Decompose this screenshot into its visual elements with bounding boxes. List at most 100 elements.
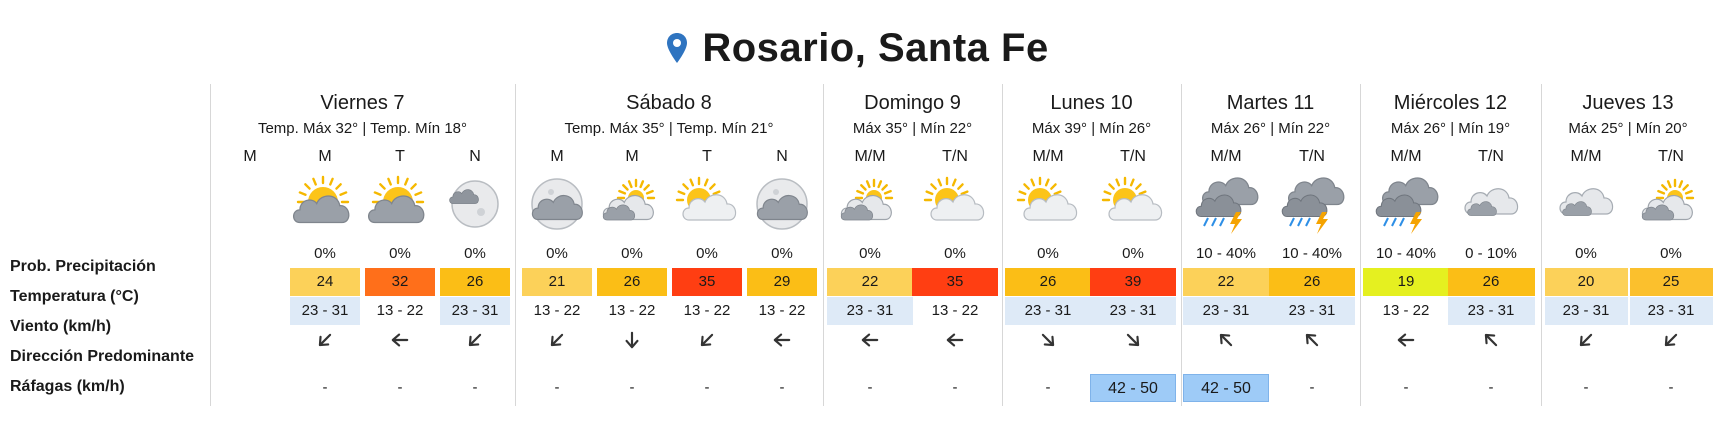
day-temp-range: Máx 26° | Mín 19° [1390, 120, 1511, 137]
period-label: T/N [1299, 148, 1325, 165]
sun-cloud-icon [287, 172, 363, 238]
wind-direction-arrow-icon [594, 326, 670, 354]
day-name: Miércoles 12 [1393, 92, 1508, 114]
moon-cloud-icon [437, 172, 513, 238]
wind-speed-cell: 23 - 31 [1544, 297, 1628, 325]
gust-cell: - [1488, 379, 1494, 396]
storm-icon [1274, 172, 1350, 238]
day-separator [823, 84, 824, 406]
wind-direction-arrow-icon [437, 326, 513, 354]
wind-speed-cell: 23 - 31 [1090, 297, 1176, 325]
period-label: M/M [1210, 148, 1242, 165]
temperature-cell: 26 [597, 268, 667, 296]
gust-cell: - [1403, 379, 1409, 396]
sun-cloud-icon [362, 172, 438, 238]
wind-direction-arrow-icon [1633, 326, 1709, 354]
temperature-cell: 24 [290, 268, 360, 296]
gust-cell: - [472, 379, 478, 396]
gust-cell: 42 - 50 [1183, 374, 1269, 402]
cloud-sun-small-icon [1633, 172, 1709, 238]
location-header: Rosario, Santa Fe [0, 18, 1715, 78]
gust-cell: - [1309, 379, 1315, 396]
precip-probability: 0% [464, 245, 486, 262]
temperature-cell: 29 [747, 268, 817, 296]
day-separator [1541, 84, 1542, 406]
gust-cell: - [322, 379, 328, 396]
wind-direction-arrow-icon [1010, 326, 1086, 354]
day-separator [1181, 84, 1182, 406]
storm-icon [1188, 172, 1264, 238]
wind-speed-cell: 23 - 31 [1005, 297, 1091, 325]
precip-probability: 0% [546, 245, 568, 262]
wind-direction-arrow-icon [832, 326, 908, 354]
period-label: M [550, 148, 564, 165]
gust-cell: - [1583, 379, 1589, 396]
label-wind-direction: Dirección Predominante [10, 348, 195, 365]
wind-speed-cell: 13 - 22 [758, 302, 806, 319]
gust-cell: - [1045, 379, 1051, 396]
precip-probability: 0% [696, 245, 718, 262]
wind-direction-arrow-icon [1274, 326, 1350, 354]
location-pin-icon [667, 33, 688, 63]
wind-speed-cell: 23 - 31 [1269, 297, 1355, 325]
temperature-cell: 26 [1269, 268, 1355, 296]
period-label: T/N [1658, 148, 1684, 165]
precip-probability: 0% [771, 245, 793, 262]
gust-cell: - [704, 379, 710, 396]
period-label: M/M [1390, 148, 1422, 165]
temperature-cell: 39 [1090, 268, 1176, 296]
gust-cell: - [952, 379, 958, 396]
wind-speed-cell: 23 - 31 [1447, 297, 1535, 325]
gust-cell: - [779, 379, 785, 396]
label-temperature: Temperatura (°C) [10, 288, 139, 305]
label-wind: Viento (km/h) [10, 318, 112, 335]
temperature-cell: 22 [1183, 268, 1269, 296]
wind-direction-arrow-icon [1095, 326, 1171, 354]
wind-direction-arrow-icon [519, 326, 595, 354]
day-temp-range: Temp. Máx 35° | Temp. Mín 21° [564, 120, 774, 137]
temperature-cell: 26 [1005, 268, 1091, 296]
cloud-icon [1453, 172, 1529, 238]
temperature-cell: 32 [365, 268, 435, 296]
sun-cloud-light-icon [1095, 172, 1171, 238]
period-label: T [702, 148, 712, 165]
wind-direction-arrow-icon [669, 326, 745, 354]
page-title: Rosario, Santa Fe [702, 25, 1049, 70]
temperature-cell: 26 [440, 268, 510, 296]
wind-speed-cell: 13 - 22 [683, 302, 731, 319]
wind-direction-arrow-icon [744, 326, 820, 354]
precip-probability: 10 - 40% [1195, 245, 1257, 262]
precip-probability: 0% [1122, 245, 1144, 262]
day-temp-range: Máx 39° | Mín 26° [1031, 120, 1152, 137]
gust-cell: - [1668, 379, 1674, 396]
day-name: Jueves 13 [1582, 92, 1674, 114]
precip-probability: 0% [314, 245, 336, 262]
period-label: M [318, 148, 332, 165]
storm-icon [1368, 172, 1444, 238]
temperature-cell: 35 [672, 268, 742, 296]
wind-speed-cell: 13 - 22 [376, 302, 424, 319]
day-name: Sábado 8 [626, 92, 712, 114]
wind-direction-arrow-icon [1548, 326, 1624, 354]
precip-probability: 0% [859, 245, 881, 262]
day-separator [515, 84, 516, 406]
day-name: Domingo 9 [864, 92, 961, 114]
cloud-sun-small-icon [594, 172, 670, 238]
day-temp-range: Máx 35° | Mín 22° [852, 120, 973, 137]
temperature-cell: 26 [1447, 268, 1535, 296]
period-label: M/M [854, 148, 886, 165]
day-temp-range: Temp. Máx 32° | Temp. Mín 18° [257, 120, 468, 137]
temperature-cell: 25 [1629, 268, 1713, 296]
period-label: T/N [1120, 148, 1146, 165]
gust-cell: - [397, 379, 403, 396]
wind-speed-cell: 13 - 22 [533, 302, 581, 319]
day-name: Lunes 10 [1050, 92, 1133, 114]
period-label: N [469, 148, 481, 165]
temperature-cell: 19 [1362, 268, 1450, 296]
moon-cloud-big-icon [744, 172, 820, 238]
wind-speed-cell: 13 - 22 [1382, 302, 1430, 319]
wind-speed-cell: 23 - 31 [1629, 297, 1713, 325]
day-temp-range: Máx 26° | Mín 22° [1210, 120, 1331, 137]
wind-direction-arrow-icon [1368, 326, 1444, 354]
period-label: M [243, 148, 257, 165]
